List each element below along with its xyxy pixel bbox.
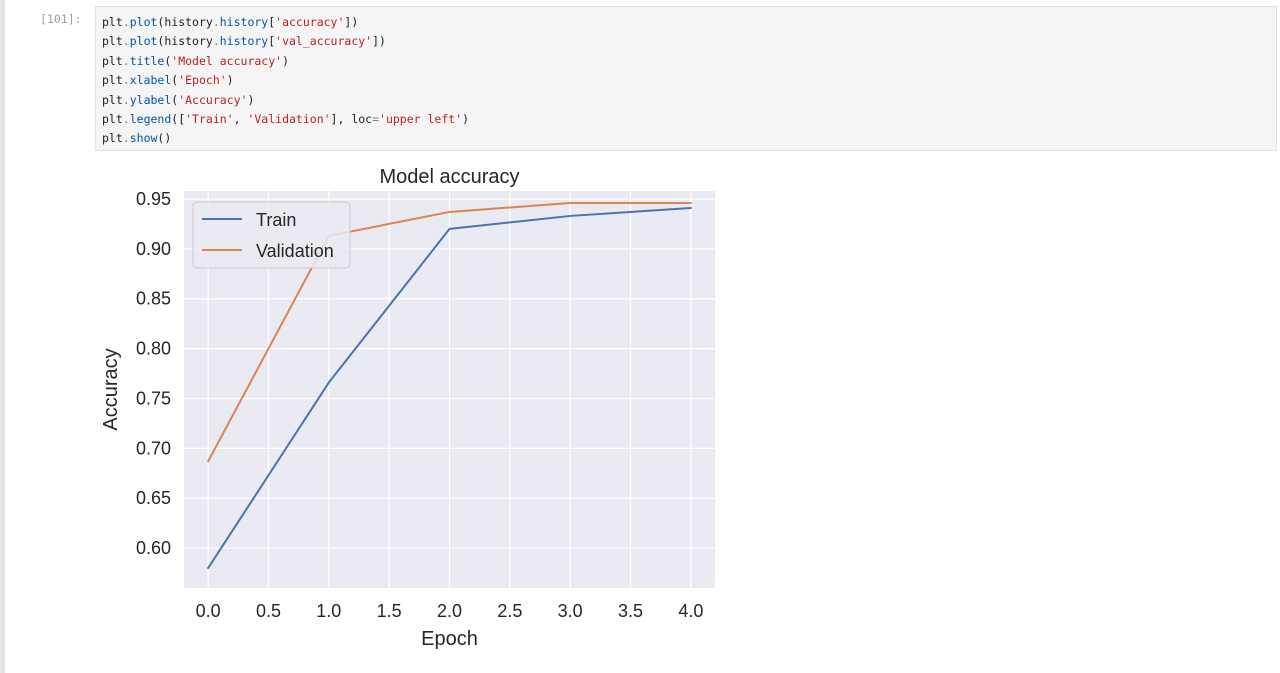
code-token: ) bbox=[247, 92, 255, 107]
y-tick-label: 0.60 bbox=[136, 538, 171, 558]
code-token: ylabel bbox=[129, 92, 172, 107]
y-tick-label: 0.65 bbox=[136, 488, 171, 508]
code-token: [ bbox=[268, 34, 276, 49]
code-token: () bbox=[157, 131, 172, 146]
accuracy-chart: 0.0 0.5 1.0 1.5 2.0 2.5 3.0 3.5 4.0 0.60 0.65 0.70 0… bbox=[100, 166, 715, 650]
code-line: plt.ylabel('Accuracy') bbox=[102, 91, 469, 110]
x-tick-label: 1.5 bbox=[377, 601, 402, 621]
code-line: plt.xlabel('Epoch') bbox=[102, 71, 469, 90]
code-token: . bbox=[122, 92, 130, 107]
x-tick-label: 3.5 bbox=[618, 601, 643, 621]
code-line: plt.plot(history.history['accuracy']) bbox=[102, 13, 469, 32]
code-token: [ bbox=[268, 15, 276, 29]
code-token: , bbox=[233, 111, 248, 126]
x-tick-label: 1.0 bbox=[316, 601, 341, 621]
code-token: title bbox=[129, 53, 165, 68]
code-editor[interactable]: plt.plot(history.history['accuracy']) plt… bbox=[95, 6, 1277, 151]
code-token: plt bbox=[102, 53, 123, 68]
x-tick-label: 2.0 bbox=[437, 601, 462, 621]
code-token: (history bbox=[157, 34, 213, 49]
cell-output: 0.0 0.5 1.0 1.5 2.0 2.5 3.0 3.5 4.0 0.60 0.65 0.70 0… bbox=[95, 155, 725, 665]
code-token: plt bbox=[102, 15, 123, 29]
code-token: (history bbox=[157, 15, 213, 29]
x-tick-label: 4.0 bbox=[678, 601, 703, 621]
x-axis-label: Epoch bbox=[421, 628, 478, 650]
legend-label: Validation bbox=[256, 241, 334, 261]
code-token: 'val_accuracy' bbox=[275, 34, 373, 49]
code-line: plt.legend(['Train', 'Validation'], loc=… bbox=[102, 110, 469, 129]
y-tick-label: 0.85 bbox=[136, 289, 171, 309]
code-token: plt bbox=[102, 92, 123, 107]
y-tick-label: 0.80 bbox=[136, 339, 171, 359]
y-tick-label: 0.90 bbox=[136, 239, 171, 259]
y-tick-label: 0.70 bbox=[136, 438, 171, 458]
code-token: . bbox=[122, 15, 130, 29]
code-token: ) bbox=[462, 111, 470, 126]
code-token: = bbox=[372, 111, 380, 126]
code-line: plt.show() bbox=[102, 129, 469, 148]
code-token: . bbox=[122, 34, 130, 49]
code-source[interactable]: plt.plot(history.history['accuracy']) plt… bbox=[102, 13, 469, 149]
x-tick-label: 0.5 bbox=[256, 601, 281, 621]
y-axis-label: Accuracy bbox=[100, 348, 122, 430]
code-token: 'Train' bbox=[185, 111, 234, 126]
x-tick-label: 3.0 bbox=[558, 601, 583, 621]
code-token: . bbox=[122, 73, 130, 88]
code-token: . bbox=[122, 131, 130, 146]
code-token: show bbox=[129, 131, 158, 146]
code-token: ( bbox=[171, 92, 179, 107]
code-token: 'accuracy' bbox=[275, 15, 345, 29]
code-token: legend bbox=[129, 111, 172, 126]
code-token: 'upper left' bbox=[379, 111, 463, 126]
code-token: plot bbox=[129, 34, 158, 49]
code-token: 'Epoch' bbox=[178, 73, 227, 88]
code-token: ], loc bbox=[330, 111, 373, 126]
x-tick-label: 0.0 bbox=[196, 601, 221, 621]
code-token: plot bbox=[129, 15, 158, 29]
cell-selection-bar bbox=[0, 0, 5, 673]
code-line: plt.plot(history.history['val_accuracy']… bbox=[102, 32, 469, 51]
code-token: history bbox=[219, 15, 269, 29]
code-token: xlabel bbox=[129, 73, 172, 88]
code-line: plt.title('Model accuracy') bbox=[102, 52, 469, 71]
x-tick-label: 2.5 bbox=[497, 601, 522, 621]
code-token: ]) bbox=[344, 15, 359, 29]
code-token: . bbox=[212, 34, 220, 49]
y-tick-label: 0.95 bbox=[136, 189, 171, 209]
chart-title: Model accuracy bbox=[379, 166, 519, 188]
code-token: ]) bbox=[372, 34, 386, 49]
code-token: ) bbox=[226, 73, 234, 88]
code-token: 'Accuracy' bbox=[178, 92, 248, 107]
code-token: plt bbox=[102, 131, 123, 146]
code-token: plt bbox=[102, 34, 123, 49]
code-token: ) bbox=[282, 53, 289, 68]
code-token: 'Validation' bbox=[247, 111, 331, 126]
code-token: plt bbox=[102, 111, 123, 126]
code-token: plt bbox=[102, 73, 123, 88]
code-token: . bbox=[122, 111, 130, 126]
legend-label: Train bbox=[256, 210, 296, 230]
code-token: . bbox=[212, 15, 220, 29]
code-token: ( bbox=[164, 53, 172, 68]
code-token: . bbox=[122, 53, 130, 68]
code-token: ( bbox=[171, 73, 179, 88]
code-token: 'Model accuracy' bbox=[171, 53, 283, 68]
y-tick-label: 0.75 bbox=[136, 388, 171, 408]
code-token: history bbox=[219, 34, 269, 49]
code-token: ([ bbox=[171, 111, 186, 126]
execution-count-prompt: [101]: bbox=[40, 12, 82, 26]
